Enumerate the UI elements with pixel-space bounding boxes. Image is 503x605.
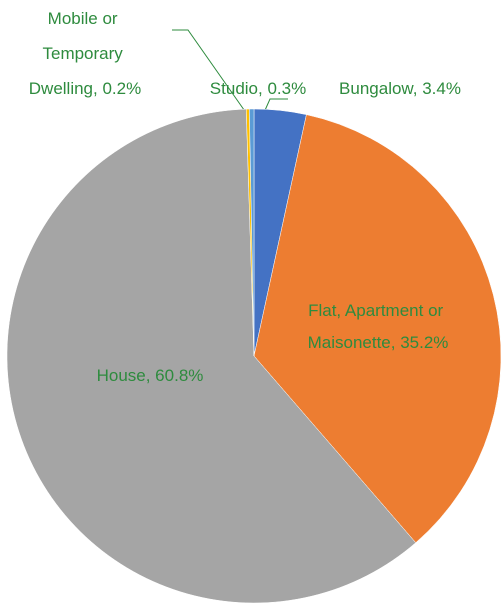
data-label: Bungalow, 3.4%	[339, 79, 461, 98]
pie-slice	[253, 114, 502, 544]
pie-slice	[249, 108, 255, 357]
label-line: Dwelling, 0.2%	[29, 79, 141, 98]
pie-slice	[6, 108, 417, 604]
label-line: Temporary	[42, 44, 127, 63]
label-line: Bungalow, 3.4%	[339, 79, 461, 98]
leader-line	[172, 29, 250, 118]
data-label: House, 60.8%	[97, 366, 204, 385]
label-line: House, 60.8%	[97, 366, 204, 385]
label-line: Maisonette, 35.2%	[308, 333, 449, 352]
data-label: Mobile or Temporary Dwelling, 0.2%	[29, 9, 141, 98]
data-label: Flat, Apartment or Maisonette, 35.2%	[308, 301, 449, 352]
label-line: Studio, 0.3%	[210, 79, 306, 98]
label-line: Mobile or	[48, 9, 123, 28]
label-line: Flat, Apartment or	[308, 301, 448, 320]
data-label: Studio, 0.3%	[210, 79, 306, 98]
